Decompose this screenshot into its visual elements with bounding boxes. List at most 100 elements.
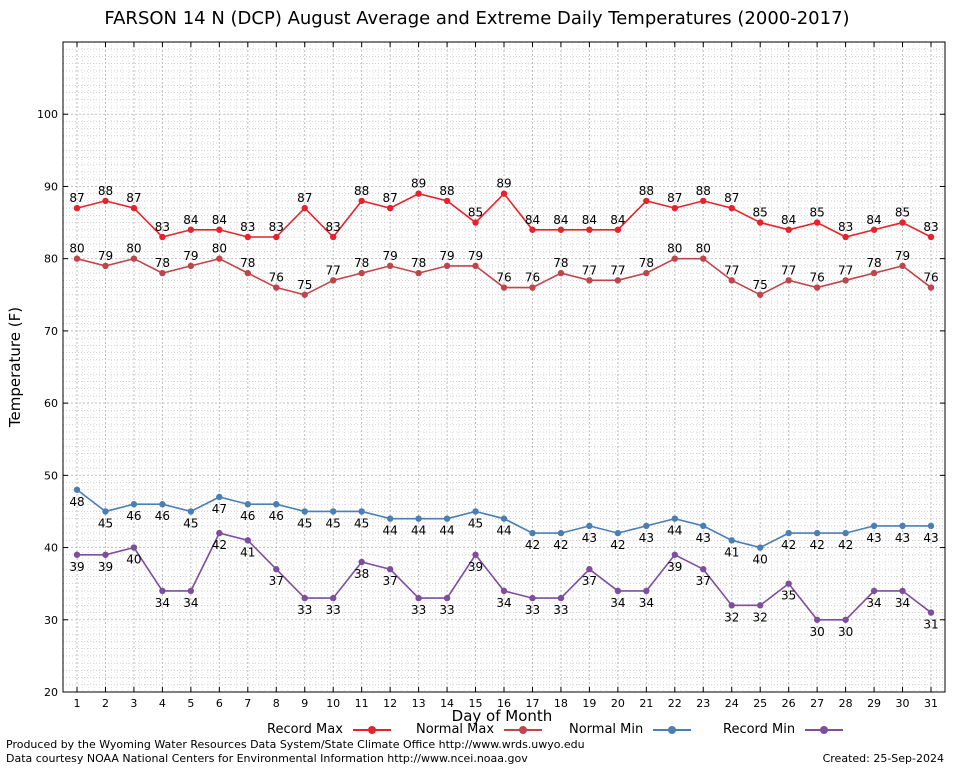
x-tick-label: 12	[383, 697, 397, 710]
data-label-record-max: 83	[326, 220, 341, 234]
data-point-normal-max	[301, 291, 308, 298]
data-label-normal-min: 45	[98, 516, 113, 530]
data-point-normal-max	[73, 255, 81, 262]
data-point-record-max	[301, 204, 308, 212]
data-label-normal-max: 78	[866, 256, 881, 270]
data-point-normal-min	[273, 501, 280, 508]
x-tick-label: 19	[582, 697, 596, 710]
data-point-record-min	[899, 587, 906, 595]
data-point-record-max	[728, 204, 735, 212]
legend: Record Max Normal Max Normal Min Record …	[0, 722, 954, 738]
data-label-normal-max: 79	[382, 249, 397, 263]
data-label-normal-max: 79	[439, 249, 454, 263]
data-point-normal-min	[443, 515, 451, 522]
data-point-record-max	[927, 233, 935, 241]
y-tick-label: 30	[44, 614, 58, 627]
data-label-normal-min: 46	[126, 509, 141, 523]
data-point-normal-max	[187, 262, 195, 270]
x-tick-label: 24	[725, 697, 739, 710]
data-label-record-max: 87	[126, 191, 141, 205]
data-point-record-max	[614, 226, 622, 233]
data-point-record-max	[557, 226, 565, 233]
data-point-normal-max	[330, 277, 337, 284]
footer-produced-by: Produced by the Wyoming Water Resources …	[6, 738, 585, 751]
x-tick-label: 28	[839, 697, 853, 710]
data-point-record-max	[842, 233, 849, 241]
chart-title: FARSON 14 N (DCP) August Average and Ext…	[104, 8, 850, 29]
data-point-normal-min	[358, 508, 365, 515]
data-label-record-min: 34	[183, 596, 198, 610]
y-tick-label: 80	[44, 253, 58, 266]
data-point-normal-min	[244, 501, 251, 508]
data-point-record-max	[244, 233, 251, 241]
data-point-record-max	[358, 197, 365, 205]
y-tick-label: 60	[44, 397, 58, 410]
data-label-record-max: 83	[269, 220, 284, 234]
data-point-record-min	[927, 609, 935, 616]
data-label-normal-min: 45	[326, 516, 341, 530]
data-point-normal-min	[643, 522, 650, 530]
data-point-normal-min	[102, 508, 109, 515]
data-label-record-min: 39	[98, 560, 113, 574]
data-label-normal-min: 44	[382, 524, 397, 538]
legend-record-min: Record Min	[723, 722, 844, 738]
data-point-record-max	[757, 219, 764, 226]
data-point-record-max	[643, 197, 650, 205]
data-label-record-max: 83	[923, 220, 938, 234]
data-label-record-min: 34	[610, 596, 625, 610]
data-point-record-max	[785, 226, 792, 233]
x-tick-label: 22	[668, 697, 682, 710]
data-label-record-min: 39	[468, 560, 483, 574]
data-label-record-max: 87	[724, 191, 739, 205]
data-label-normal-min: 43	[923, 531, 938, 545]
data-point-normal-min	[159, 501, 166, 508]
data-point-record-max	[700, 197, 707, 205]
data-label-record-max: 84	[553, 213, 568, 227]
data-label-normal-max: 78	[553, 256, 568, 270]
data-point-record-min	[358, 558, 365, 566]
data-point-record-min	[102, 551, 109, 558]
legend-normal-max: Normal Max	[416, 722, 543, 738]
data-label-normal-max: 79	[895, 249, 910, 263]
legend-record-max: Record Max	[267, 722, 392, 738]
data-point-record-min	[700, 566, 707, 573]
data-label-normal-max: 76	[269, 271, 284, 285]
data-label-normal-max: 80	[212, 242, 227, 256]
data-label-normal-min: 44	[496, 524, 511, 538]
data-point-record-min	[557, 594, 565, 602]
data-point-normal-max	[216, 255, 223, 262]
x-tick-label: 31	[924, 697, 938, 710]
y-tick-label: 70	[44, 325, 58, 338]
data-point-record-max	[671, 204, 678, 212]
data-point-normal-min	[757, 544, 764, 551]
legend-swatch-normal-max	[504, 725, 543, 734]
data-label-record-min: 30	[838, 625, 853, 639]
data-label-record-max: 88	[696, 184, 711, 198]
data-label-normal-max: 78	[354, 256, 369, 270]
data-point-record-min	[443, 594, 451, 602]
data-label-normal-min: 42	[838, 538, 853, 552]
data-point-record-max	[813, 219, 821, 226]
data-point-record-min	[73, 551, 81, 558]
data-point-record-min	[301, 594, 308, 602]
data-label-normal-min: 45	[468, 516, 483, 530]
data-point-record-min	[415, 594, 422, 602]
data-label-record-min: 33	[525, 603, 540, 617]
data-point-normal-max	[728, 277, 735, 284]
data-label-record-max: 85	[895, 206, 910, 220]
data-point-normal-min	[529, 529, 536, 537]
x-tick-label: 25	[753, 697, 767, 710]
data-point-normal-max	[927, 284, 935, 291]
data-label-normal-max: 76	[496, 271, 511, 285]
x-tick-label: 5	[187, 697, 194, 710]
data-point-normal-max	[529, 284, 536, 291]
x-tick-label: 30	[896, 697, 910, 710]
data-label-record-min: 34	[155, 596, 170, 610]
data-point-record-min	[643, 587, 650, 595]
data-label-record-max: 85	[468, 206, 483, 220]
data-point-record-min	[159, 587, 166, 595]
data-label-record-max: 84	[183, 213, 198, 227]
data-point-record-min	[500, 587, 508, 595]
data-label-record-min: 41	[240, 545, 255, 559]
data-label-record-max: 84	[212, 213, 227, 227]
